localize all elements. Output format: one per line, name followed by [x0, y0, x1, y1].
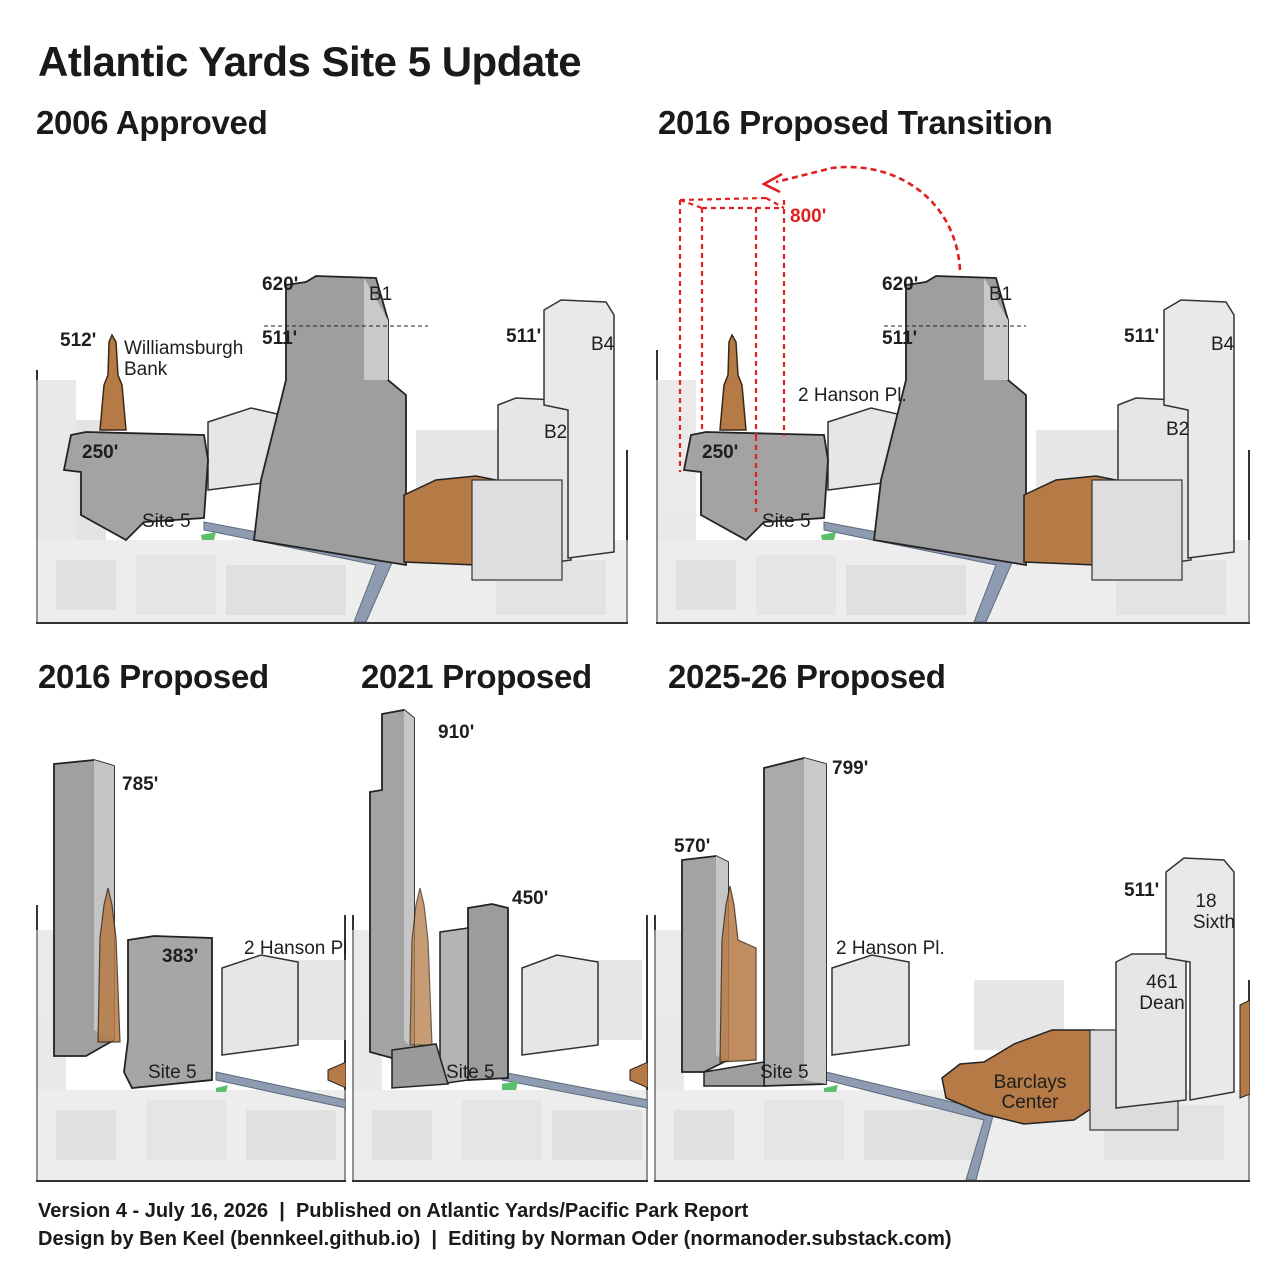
city-background: [36, 930, 346, 1180]
height-label-800: 800': [790, 206, 826, 227]
label-2-hanson: 2 Hanson Pl.: [244, 938, 346, 959]
panel-2016-transition: 800' 620' B1 511' 511' B4 B2 2 Hanson Pl…: [656, 160, 1250, 624]
height-label-511-b1: 511': [262, 328, 297, 349]
panel-2021-proposed: 910' 450' Site 5: [352, 700, 648, 1182]
label-b1: B1: [989, 284, 1012, 305]
height-label-250: 250': [82, 442, 118, 463]
label-site5: Site 5: [760, 1062, 809, 1083]
footer-line-1: Version 4 - July 16, 2026 | Published on…: [38, 1200, 749, 1222]
label-site5: Site 5: [762, 511, 811, 532]
panel-2025-proposed: 570' 799' 511' 18 Sixth 461 Dean 2 Hanso…: [654, 700, 1250, 1182]
panel-title-2025-proposed: 2025-26 Proposed: [668, 658, 946, 695]
panel-2025-drawing: 570' 799' 511' 18 Sixth 461 Dean 2 Hanso…: [654, 757, 1250, 1180]
city-background: [352, 930, 648, 1180]
proposed-transition-outline: [678, 196, 786, 512]
panel-2016-proposed: 785' 383' 2 Hanson Pl. Site 5: [36, 700, 346, 1182]
b4-building: [543, 299, 615, 559]
williamsburgh-bank-shape: [719, 885, 757, 1063]
label-461-dean-1: 461: [1146, 972, 1178, 993]
williamsburgh-bank-shape: [719, 333, 747, 431]
label-2-hanson: 2 Hanson Pl.: [798, 385, 907, 406]
height-label-785: 785': [122, 774, 158, 795]
label-b4: B4: [591, 334, 615, 355]
label-18-sixth-2: Sixth: [1193, 912, 1235, 933]
label-461-dean-2: Dean: [1139, 993, 1184, 1014]
tower-450: [467, 903, 509, 1081]
height-label-799: 799': [832, 758, 868, 779]
panel-2016-drawing: 785' 383' 2 Hanson Pl. Site 5: [36, 759, 346, 1180]
panel-2016t-drawing: 800' 620' B1 511' 511' B4 B2 2 Hanson Pl…: [656, 165, 1250, 622]
label-b2: B2: [1166, 419, 1189, 440]
panel-title-2016-proposed: 2016 Proposed: [38, 658, 269, 695]
label-williamsburgh-2: Bank: [124, 359, 168, 380]
site5-podium: [123, 935, 213, 1089]
height-label-b1: 620': [262, 274, 298, 295]
label-site5: Site 5: [446, 1062, 495, 1083]
height-label-511-b1: 511': [882, 328, 917, 349]
height-label-b1: 620': [882, 274, 918, 295]
site5-podium: [62, 431, 209, 542]
height-label-511: 511': [1124, 880, 1159, 901]
williamsburgh-bank-shape: [409, 887, 433, 1046]
label-site5: Site 5: [148, 1062, 197, 1083]
williamsburgh-bank-shape: [97, 887, 121, 1043]
height-label-511-b4: 511': [506, 326, 541, 347]
height-label-511-b4: 511': [1124, 326, 1159, 347]
label-2-hanson: 2 Hanson Pl.: [836, 938, 945, 959]
panel-2006-approved: 512' Williamsburgh Bank 620' B1 511' 511…: [36, 160, 628, 624]
height-label-910: 910': [438, 722, 474, 743]
height-label-383: 383': [162, 946, 198, 967]
label-barclays-1: Barclays: [994, 1072, 1067, 1093]
18-sixth-building: [1165, 857, 1235, 1101]
panel-2006-drawing: 512' Williamsburgh Bank 620' B1 511' 511…: [36, 274, 628, 622]
label-barclays-2: Center: [1001, 1092, 1059, 1113]
panel-title-2021-proposed: 2021 Proposed: [361, 658, 592, 695]
label-b1: B1: [369, 284, 392, 305]
main-title: Atlantic Yards Site 5 Update: [38, 38, 582, 85]
height-label-250: 250': [702, 442, 738, 463]
panel-2021-drawing: 910' 450' Site 5: [352, 709, 648, 1180]
b4-building: [1163, 299, 1235, 559]
height-label-570: 570': [674, 836, 710, 857]
panel-title-2016-transition: 2016 Proposed Transition: [658, 104, 1053, 141]
callout-arrow: [775, 165, 962, 271]
height-label-williamsburgh: 512': [60, 330, 96, 351]
label-b2: B2: [544, 422, 567, 443]
footer-line-2: Design by Ben Keel (bennkeel.github.io) …: [38, 1228, 952, 1250]
williamsburgh-bank-shape: [99, 333, 127, 431]
label-williamsburgh-1: Williamsburgh: [124, 338, 243, 359]
label-site5: Site 5: [142, 511, 191, 532]
label-18-sixth-1: 18: [1195, 891, 1216, 912]
panel-title-2006-approved: 2006 Approved: [36, 104, 268, 141]
label-b4: B4: [1211, 334, 1235, 355]
height-label-450: 450': [512, 888, 548, 909]
